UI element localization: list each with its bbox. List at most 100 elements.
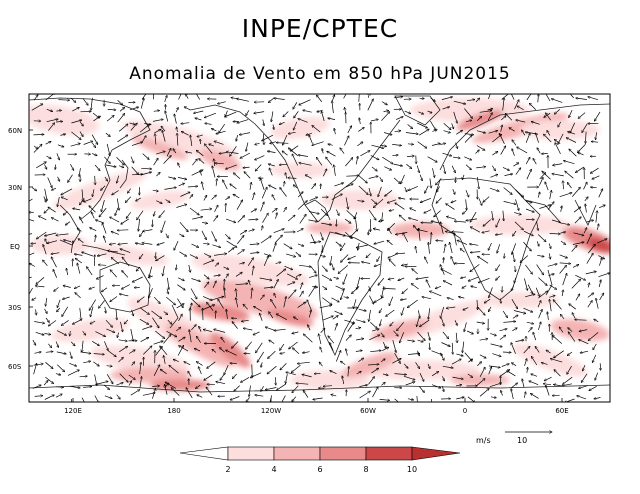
wind-vector	[476, 145, 485, 151]
wind-vector	[432, 130, 437, 132]
wind-vector	[139, 318, 149, 324]
wind-vector	[594, 111, 601, 121]
wind-vector	[407, 299, 418, 308]
wind-vector	[558, 121, 562, 127]
wind-vector	[470, 227, 481, 233]
wind-vector	[111, 257, 120, 265]
wind-vector	[101, 200, 105, 212]
reference-vector: m/s 10	[476, 432, 552, 445]
wind-vector	[487, 113, 492, 121]
wind-vector	[547, 202, 554, 210]
wind-vector	[427, 110, 433, 113]
wind-vector	[308, 275, 317, 278]
wind-vector	[139, 124, 150, 133]
wind-vector	[215, 163, 224, 164]
coast-southeast-asia	[59, 204, 81, 246]
wind-vector	[196, 150, 204, 157]
wind-vector	[452, 232, 464, 233]
wind-vector	[334, 231, 345, 236]
wind-vector	[410, 208, 417, 212]
wind-vector	[91, 153, 97, 155]
wind-vector	[33, 144, 42, 153]
wind-vector	[29, 198, 33, 202]
wind-vector	[330, 255, 333, 266]
wind-vector	[107, 109, 116, 110]
wind-vector	[492, 210, 493, 220]
wind-vector	[255, 164, 262, 172]
wind-vector	[496, 264, 501, 270]
wind-vector	[65, 221, 71, 226]
wind-vector	[176, 127, 177, 132]
wind-vector	[274, 98, 285, 99]
coast-north-america-west	[254, 123, 319, 223]
wind-vector	[373, 198, 384, 207]
wind-vector	[165, 111, 169, 122]
wind-vector	[443, 130, 451, 133]
wind-vector	[368, 176, 379, 179]
wind-vector	[121, 218, 129, 224]
wind-vector	[230, 184, 237, 190]
wind-vector	[29, 263, 36, 267]
wind-vector	[517, 106, 524, 111]
lon-label-0: 0	[463, 407, 467, 415]
wind-vector	[369, 295, 373, 305]
wind-vector	[331, 95, 335, 102]
wind-vector	[500, 116, 506, 121]
wind-vector	[263, 253, 271, 257]
wind-vector	[590, 167, 599, 173]
wind-vector	[101, 185, 106, 191]
wind-vector	[204, 144, 213, 154]
wind-vector	[549, 253, 550, 259]
wind-vector	[131, 142, 143, 146]
wind-vector	[180, 192, 190, 197]
wind-vector	[164, 95, 167, 103]
wind-vector	[280, 187, 287, 197]
coast-africa	[431, 179, 541, 301]
wind-vector	[333, 277, 339, 279]
wind-vector	[104, 236, 107, 243]
wind-vector	[431, 143, 441, 146]
wind-vector	[163, 266, 165, 276]
wind-vector	[205, 123, 212, 124]
wind-vector	[79, 168, 80, 176]
wind-vector	[436, 186, 440, 192]
wind-vector	[535, 287, 540, 297]
wind-vector	[61, 188, 73, 195]
wind-vector	[597, 224, 598, 230]
wind-vector	[520, 255, 529, 263]
wind-vector	[259, 295, 264, 301]
wind-vector	[51, 187, 57, 190]
wind-vector	[225, 233, 230, 239]
wind-vector	[502, 310, 507, 318]
wind-vector	[451, 165, 455, 173]
wind-vector	[34, 321, 44, 324]
wind-vector	[355, 156, 358, 165]
wind-vector	[551, 99, 563, 103]
wind-vector	[586, 234, 592, 245]
wind-vector	[177, 177, 187, 179]
wind-vector	[75, 293, 81, 299]
wind-vector	[368, 209, 376, 220]
wind-vector	[91, 134, 98, 145]
wind-vector	[446, 204, 455, 210]
wind-vector	[538, 94, 539, 103]
wind-vector	[156, 151, 165, 155]
wind-vector	[36, 231, 47, 239]
wind-vector	[346, 176, 359, 177]
wind-vector	[503, 201, 516, 204]
wind-vector	[33, 95, 38, 101]
wind-vector	[82, 98, 88, 105]
wind-vector	[525, 208, 534, 212]
wind-vector	[165, 233, 169, 238]
wind-vector	[48, 123, 54, 131]
wind-vector	[344, 218, 351, 223]
wind-vector	[501, 298, 502, 304]
wind-vector	[32, 297, 37, 301]
wind-vector	[562, 290, 563, 297]
wind-vector	[47, 177, 53, 188]
wind-vector	[599, 258, 602, 266]
wind-vector	[343, 297, 349, 298]
wind-vector	[70, 97, 76, 103]
wind-vector	[464, 108, 472, 119]
wind-vector	[378, 277, 385, 285]
